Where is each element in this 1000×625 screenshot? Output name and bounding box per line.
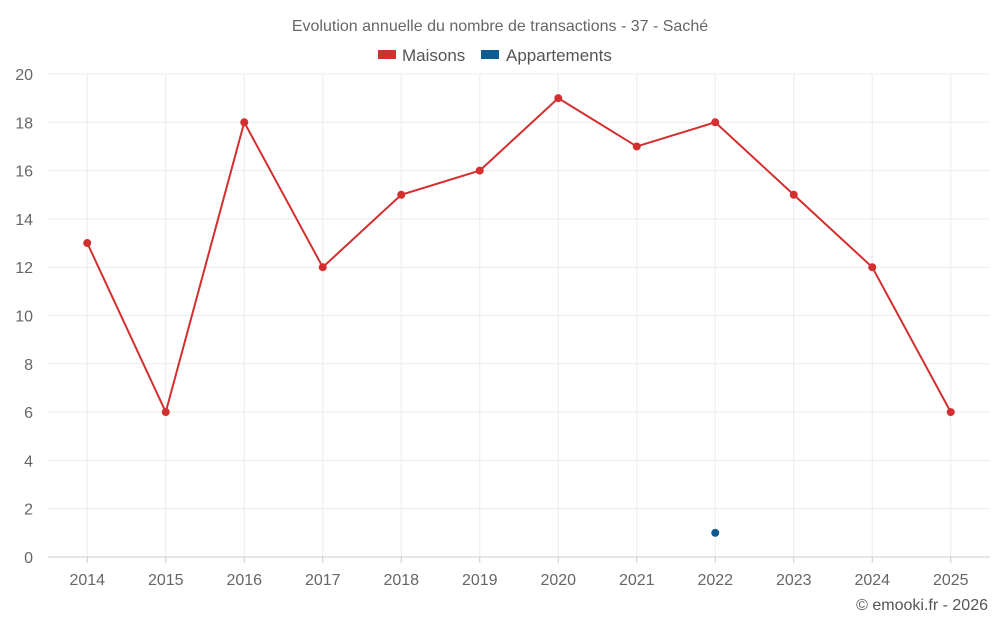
legend-label-appartements: Appartements bbox=[506, 46, 612, 65]
legend-item-appartements[interactable]: Appartements bbox=[481, 46, 612, 65]
y-tick-label: 14 bbox=[15, 212, 33, 229]
y-tick-label: 16 bbox=[15, 164, 33, 181]
y-tick-label: 4 bbox=[24, 453, 33, 470]
y-tick-label: 10 bbox=[15, 309, 33, 326]
series bbox=[83, 94, 955, 537]
credit-text: © emooki.fr - 2026 bbox=[856, 597, 988, 614]
legend-swatch-maisons bbox=[378, 50, 396, 59]
legend: Maisons Appartements bbox=[378, 46, 612, 65]
y-tick-label: 8 bbox=[24, 357, 33, 374]
x-tick-label: 2020 bbox=[540, 572, 576, 589]
y-tick-label: 6 bbox=[24, 405, 33, 422]
x-tick-label: 2015 bbox=[148, 572, 184, 589]
chart-title: Evolution annuelle du nombre de transact… bbox=[292, 18, 708, 35]
x-tick-label: 2022 bbox=[697, 572, 733, 589]
x-tick-label: 2021 bbox=[619, 572, 655, 589]
data-point-maisons[interactable] bbox=[711, 118, 720, 127]
data-point-maisons[interactable] bbox=[318, 263, 327, 272]
data-point-maisons[interactable] bbox=[161, 408, 170, 417]
data-point-maisons[interactable] bbox=[475, 166, 484, 175]
legend-label-maisons: Maisons bbox=[402, 46, 465, 65]
data-point-maisons[interactable] bbox=[789, 190, 798, 199]
x-tick-label: 2014 bbox=[69, 572, 105, 589]
legend-item-maisons[interactable]: Maisons bbox=[378, 46, 465, 65]
legend-swatch-appartements bbox=[481, 50, 499, 59]
axes: 0 2 4 6 8 10 12 14 16 18 20 2014 2015 2016 2017 2018 201… bbox=[15, 67, 990, 589]
x-tick-label: 2016 bbox=[226, 572, 262, 589]
gridlines bbox=[48, 73, 990, 558]
data-point-maisons[interactable] bbox=[83, 239, 92, 248]
data-point-maisons[interactable] bbox=[868, 263, 877, 272]
x-tick-label: 2018 bbox=[383, 572, 419, 589]
x-tick-label: 2019 bbox=[462, 572, 498, 589]
x-tick-label: 2025 bbox=[933, 572, 969, 589]
x-tick-label: 2023 bbox=[776, 572, 812, 589]
y-tick-label: 18 bbox=[15, 115, 33, 132]
data-point-maisons[interactable] bbox=[397, 190, 406, 199]
data-point-maisons[interactable] bbox=[946, 408, 955, 417]
y-tick-label: 0 bbox=[24, 550, 33, 567]
series-line-maisons bbox=[86, 96, 952, 416]
x-tick-label: 2024 bbox=[854, 572, 890, 589]
y-tick-label: 2 bbox=[24, 502, 33, 519]
y-tick-label: 20 bbox=[15, 67, 33, 84]
y-tick-label: 12 bbox=[15, 260, 33, 277]
data-point-maisons[interactable] bbox=[632, 142, 641, 151]
data-point-maisons[interactable] bbox=[554, 94, 563, 103]
x-tick-label: 2017 bbox=[305, 572, 341, 589]
data-point-appartements[interactable] bbox=[711, 528, 720, 537]
data-point-maisons[interactable] bbox=[240, 118, 249, 127]
